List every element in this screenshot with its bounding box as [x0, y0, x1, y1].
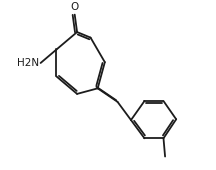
- Text: O: O: [71, 2, 79, 12]
- Text: H2N: H2N: [17, 58, 39, 68]
